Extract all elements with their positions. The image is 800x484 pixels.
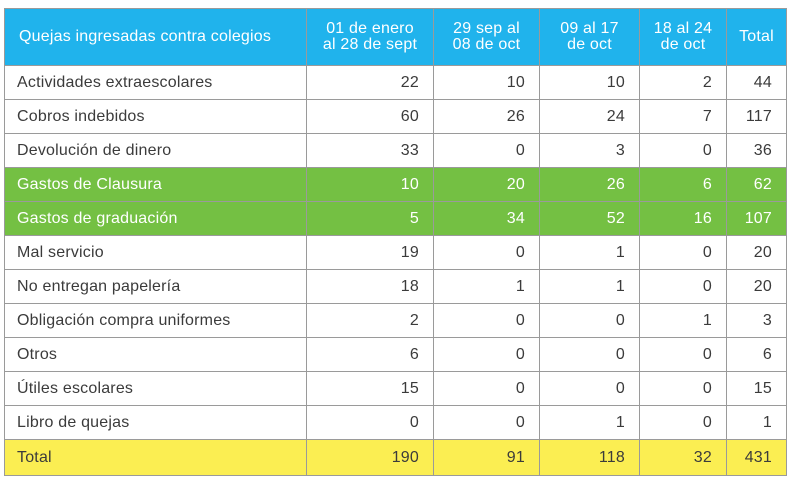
total-row: Total 190 91 118 32 431 (4, 439, 787, 476)
cell-value: 33 (306, 133, 434, 168)
total-label: Total (4, 439, 307, 476)
total-value: 91 (433, 439, 540, 476)
cell-total: 1 (726, 405, 787, 440)
cell-value: 0 (433, 235, 540, 270)
cell-total: 44 (726, 65, 787, 100)
cell-total: 107 (726, 201, 787, 236)
cell-value: 15 (306, 371, 434, 406)
cell-value: 0 (639, 269, 727, 304)
table-row: Cobros indebidos 60 26 24 7 117 (4, 99, 787, 134)
row-label: Mal servicio (4, 235, 307, 270)
cell-value: 26 (539, 167, 640, 202)
cell-total: 15 (726, 371, 787, 406)
total-value: 118 (539, 439, 640, 476)
row-label: Gastos de graduación (4, 201, 307, 236)
cell-value: 26 (433, 99, 540, 134)
header-period-4: 18 al 24 de oct (639, 8, 727, 66)
cell-value: 1 (539, 405, 640, 440)
row-label: Otros (4, 337, 307, 372)
cell-value: 6 (306, 337, 434, 372)
cell-value: 10 (539, 65, 640, 100)
cell-total: 62 (726, 167, 787, 202)
cell-value: 52 (539, 201, 640, 236)
row-label: Gastos de Clausura (4, 167, 307, 202)
cell-value: 1 (539, 235, 640, 270)
table-row: Obligación compra uniformes 2 0 0 1 3 (4, 303, 787, 338)
row-label: Devolución de dinero (4, 133, 307, 168)
cell-value: 60 (306, 99, 434, 134)
cell-value: 18 (306, 269, 434, 304)
cell-value: 10 (306, 167, 434, 202)
cell-value: 20 (433, 167, 540, 202)
table-row: Actividades extraescolares 22 10 10 2 44 (4, 65, 787, 100)
header-period-2: 29 sep al 08 de oct (433, 8, 540, 66)
cell-value: 34 (433, 201, 540, 236)
cell-value: 0 (639, 133, 727, 168)
table-row: Devolución de dinero 33 0 3 0 36 (4, 133, 787, 168)
total-value: 32 (639, 439, 727, 476)
cell-value: 19 (306, 235, 434, 270)
table-row: Libro de quejas 0 0 1 0 1 (4, 405, 787, 440)
cell-value: 0 (639, 371, 727, 406)
cell-value: 2 (639, 65, 727, 100)
cell-value: 0 (539, 337, 640, 372)
row-label: Actividades extraescolares (4, 65, 307, 100)
table-row: Mal servicio 19 0 1 0 20 (4, 235, 787, 270)
cell-value: 10 (433, 65, 540, 100)
cell-value: 0 (306, 405, 434, 440)
complaints-table: Quejas ingresadas contra colegios 01 de … (4, 8, 787, 476)
cell-value: 1 (539, 269, 640, 304)
row-label: No entregan papelería (4, 269, 307, 304)
cell-value: 24 (539, 99, 640, 134)
cell-value: 1 (433, 269, 540, 304)
row-label: Libro de quejas (4, 405, 307, 440)
row-label: Obligación compra uniformes (4, 303, 307, 338)
total-value: 190 (306, 439, 434, 476)
cell-value: 0 (539, 303, 640, 338)
complaints-table-container: Quejas ingresadas contra colegios 01 de … (4, 8, 787, 476)
table-row: Útiles escolares 15 0 0 0 15 (4, 371, 787, 406)
cell-value: 0 (639, 337, 727, 372)
cell-value: 0 (433, 303, 540, 338)
cell-total: 6 (726, 337, 787, 372)
cell-value: 3 (539, 133, 640, 168)
header-period-1: 01 de enero al 28 de sept (306, 8, 434, 66)
cell-total: 36 (726, 133, 787, 168)
table-row: No entregan papelería 18 1 1 0 20 (4, 269, 787, 304)
table-row: Otros 6 0 0 0 6 (4, 337, 787, 372)
row-label: Útiles escolares (4, 371, 307, 406)
header-total: Total (726, 8, 787, 66)
cell-value: 2 (306, 303, 434, 338)
cell-value: 0 (639, 405, 727, 440)
header-period-3: 09 al 17 de oct (539, 8, 640, 66)
cell-value: 0 (639, 235, 727, 270)
table-row-highlighted: Gastos de graduación 5 34 52 16 107 (4, 201, 787, 236)
header-row: Quejas ingresadas contra colegios 01 de … (4, 8, 787, 66)
cell-value: 0 (433, 405, 540, 440)
table-row-highlighted: Gastos de Clausura 10 20 26 6 62 (4, 167, 787, 202)
cell-value: 5 (306, 201, 434, 236)
header-category: Quejas ingresadas contra colegios (4, 8, 307, 66)
cell-total: 117 (726, 99, 787, 134)
cell-value: 0 (539, 371, 640, 406)
cell-total: 20 (726, 235, 787, 270)
cell-value: 6 (639, 167, 727, 202)
row-label: Cobros indebidos (4, 99, 307, 134)
cell-value: 7 (639, 99, 727, 134)
cell-value: 0 (433, 133, 540, 168)
grand-total: 431 (726, 439, 787, 476)
cell-value: 22 (306, 65, 434, 100)
cell-value: 1 (639, 303, 727, 338)
cell-total: 20 (726, 269, 787, 304)
cell-value: 16 (639, 201, 727, 236)
cell-total: 3 (726, 303, 787, 338)
cell-value: 0 (433, 371, 540, 406)
cell-value: 0 (433, 337, 540, 372)
